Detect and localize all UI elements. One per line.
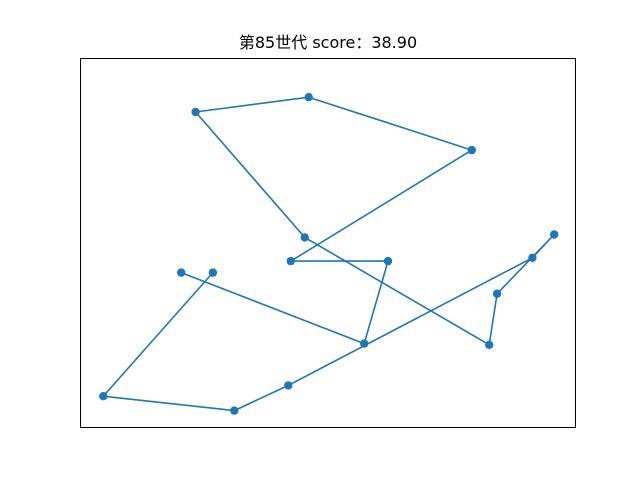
- data-point: [177, 268, 186, 277]
- data-point: [550, 230, 559, 239]
- data-point: [492, 289, 502, 298]
- data-point: [191, 107, 200, 117]
- series-line: [102, 96, 556, 412]
- data-point: [284, 381, 293, 390]
- data-point: [383, 256, 393, 266]
- chart-title: 第85世代 score：38.90: [239, 33, 417, 52]
- plot-area-frame: [80, 58, 576, 428]
- data-point: [230, 406, 239, 415]
- data-point: [360, 339, 369, 348]
- data-point: [467, 145, 476, 155]
- data-point: [208, 268, 218, 277]
- data-point: [485, 340, 494, 349]
- data-point: [300, 233, 309, 242]
- data-point: [99, 392, 108, 401]
- data-point: [304, 93, 313, 102]
- series-layer: [99, 93, 559, 415]
- data-point: [528, 253, 537, 262]
- data-point: [286, 256, 295, 266]
